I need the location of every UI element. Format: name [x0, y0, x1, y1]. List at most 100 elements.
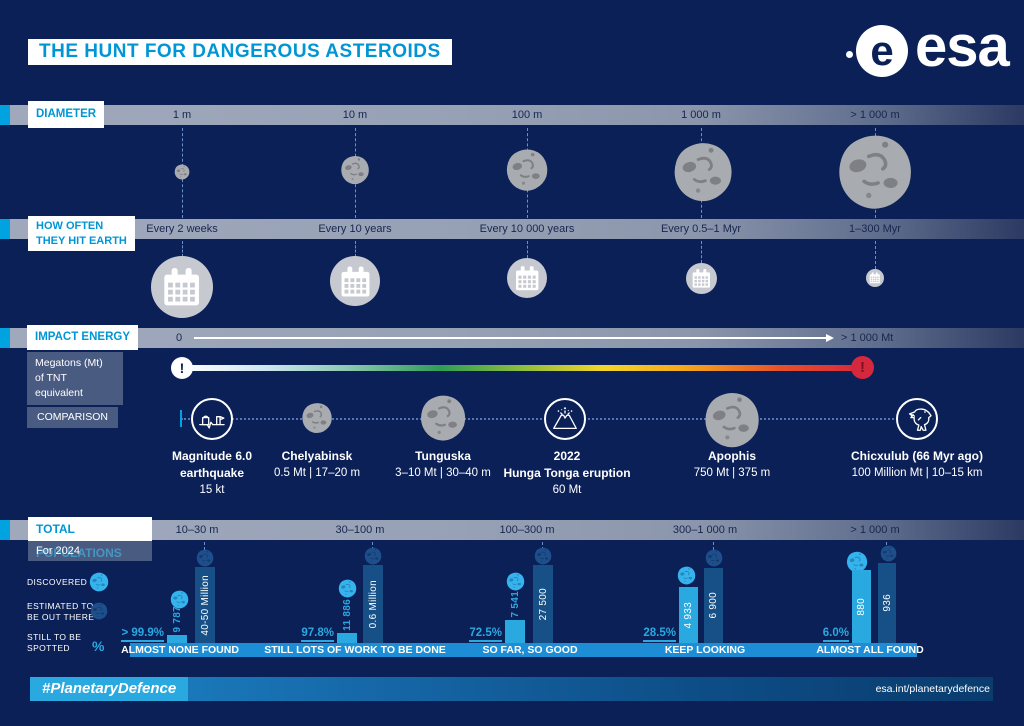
populations-col-1: 10–30 m	[175, 524, 219, 536]
populations-col-2: 30–100 m	[335, 524, 385, 536]
populations-dash-1	[204, 542, 205, 550]
legend-spotted: STILL TO BE SPOTTED	[27, 632, 81, 654]
discovered-bar: 4 933	[679, 587, 698, 643]
calendar-icon	[330, 256, 380, 306]
discovered-count-label: 880	[856, 597, 867, 616]
status-banner	[130, 643, 917, 657]
impact-scale-arrowhead-icon	[826, 333, 834, 342]
populations-dash-3	[542, 542, 543, 550]
comparison-item-name: Tunguska	[415, 449, 471, 463]
status-text: ALMOST ALL FOUND	[816, 644, 924, 656]
discovered-count-label: 11 886	[341, 599, 353, 631]
populations-col-5: > 1 000 m	[850, 524, 900, 536]
impact-energy-gradient-line	[182, 365, 862, 371]
comparison-item: Chicxulub (66 Myr ago) 100 Million Mt | …	[817, 448, 1017, 482]
frequency-dash-3	[527, 241, 528, 258]
estimated-count-label: 0.6 Million	[367, 579, 379, 629]
discovered-bar	[337, 633, 357, 643]
asteroid-icon	[505, 148, 549, 192]
populations-sublabel-text: For 2024	[36, 545, 81, 557]
estimated-count-label: 40-50 Million	[199, 574, 211, 636]
footer-url: esa.int/planetarydefence	[875, 683, 990, 695]
esa-logo-text: esa	[915, 14, 1010, 79]
estimated-bar: 27 500	[533, 565, 553, 643]
diameter-col-5: > 1 000 m	[850, 109, 900, 121]
estimated-asteroid-icon	[90, 602, 108, 620]
volcano-icon	[544, 398, 586, 440]
earthquake-icon	[191, 398, 233, 440]
still-to-spot-percent: 28.5%	[612, 627, 676, 642]
legend-discovered: DISCOVERED	[27, 577, 88, 587]
comparison-item-value: 100 Million Mt | 10–15 km	[851, 467, 983, 479]
comparison-item: Magnitude 6.0 earthquake 15 kt	[132, 448, 292, 499]
diameter-col-3: 100 m	[511, 109, 543, 121]
hashtag-badge: #PlanetaryDefence	[30, 677, 189, 701]
frequency-col-4: Every 0.5–1 Myr	[660, 223, 742, 235]
high-energy-alert-icon: !	[851, 356, 874, 379]
impact-unit-box: Megatons (Mt) of TNT equivalent	[27, 352, 123, 405]
diameter-col-2: 10 m	[342, 109, 368, 121]
page-title-text: THE HUNT FOR DANGEROUS ASTEROIDS	[39, 41, 441, 62]
asteroid-icon	[836, 133, 914, 211]
legend-estimated-line2: BE OUT THERE	[27, 612, 95, 622]
status-text: ALMOST NONE FOUND	[121, 644, 239, 656]
estimated-bar: 40-50 Million	[195, 567, 215, 643]
comparison-item: Chelyabinsk 0.5 Mt | 17–20 m	[237, 448, 397, 482]
comparison-item-name: Magnitude 6.0	[171, 449, 252, 463]
estimated-asteroid-icon	[196, 549, 214, 567]
impact-accent	[0, 328, 10, 348]
still-to-spot-percent: 6.0%	[785, 627, 849, 642]
populations-col-4: 300–1 000 m	[672, 524, 738, 536]
diameter-label: DIAMETER	[28, 101, 105, 128]
percent-symbol-icon: %	[92, 638, 105, 654]
comparison-item-value: 750 Mt | 375 m	[693, 467, 771, 479]
asteroid-icon	[672, 141, 734, 203]
estimated-count-label: 27 500	[537, 587, 549, 621]
legend-spotted-line2: SPOTTED	[27, 643, 70, 653]
impact-label-text: IMPACT ENERGY	[35, 331, 130, 343]
populations-dash-2	[372, 542, 373, 550]
comparison-item-name: 2022	[553, 449, 581, 463]
frequency-label-line1: HOW OFTEN	[36, 220, 104, 232]
calendar-icon	[866, 269, 884, 287]
frequency-dash-2	[355, 241, 356, 257]
frequency-strip	[0, 219, 1024, 239]
asteroid-icon	[340, 155, 370, 185]
comparison-item-name: Chicxulub (66 Myr ago)	[850, 449, 984, 463]
discovered-count-label: 4 933	[683, 601, 694, 629]
frequency-col-1: Every 2 weeks	[146, 223, 218, 235]
frequency-dash-1	[182, 241, 183, 257]
discovered-count-label: 7 541	[509, 591, 521, 618]
estimated-count-label: 936	[881, 594, 893, 612]
impact-unit-line1: Megatons (Mt)	[35, 357, 103, 369]
impact-label: IMPACT ENERGY	[27, 325, 138, 350]
frequency-dash-5	[875, 241, 876, 269]
asteroid-icon	[174, 164, 190, 180]
low-energy-alert-icon: !	[171, 357, 193, 379]
comparison-item: Apophis 750 Mt | 375 m	[652, 448, 812, 482]
legend-spotted-line1: STILL TO BE	[27, 632, 82, 642]
estimated-asteroid-icon	[364, 547, 382, 565]
asteroid-icon	[419, 394, 467, 442]
comparison-label: COMPARISON	[27, 407, 118, 428]
diameter-accent	[0, 105, 10, 125]
comparison-item-name2: earthquake	[179, 466, 245, 480]
legend-estimated: ESTIMATED TO BE OUT THERE	[27, 601, 94, 623]
impact-scale-line	[194, 337, 826, 339]
legend-estimated-line1: ESTIMATED TO	[27, 601, 94, 611]
esa-logo-mark-icon: e	[856, 25, 908, 77]
diameter-col-1: 1 m	[172, 109, 192, 121]
discovered-bar	[167, 635, 187, 643]
frequency-label-line2: THEY HIT EARTH	[36, 234, 127, 247]
still-to-spot-percent: > 99.9%	[96, 627, 164, 642]
footer-bar	[30, 677, 993, 701]
asteroid-icon	[703, 391, 761, 449]
comparison-item-name: Apophis	[708, 449, 756, 463]
estimated-bar: 0.6 Million	[363, 565, 383, 643]
status-text: KEEP LOOKING	[664, 644, 746, 656]
asteroid-icon	[301, 402, 333, 434]
frequency-col-3: Every 10 000 years	[479, 223, 575, 235]
comparison-item-name2: Hunga Tonga eruption	[503, 466, 631, 480]
comparison-item-value: 15 kt	[199, 484, 225, 496]
